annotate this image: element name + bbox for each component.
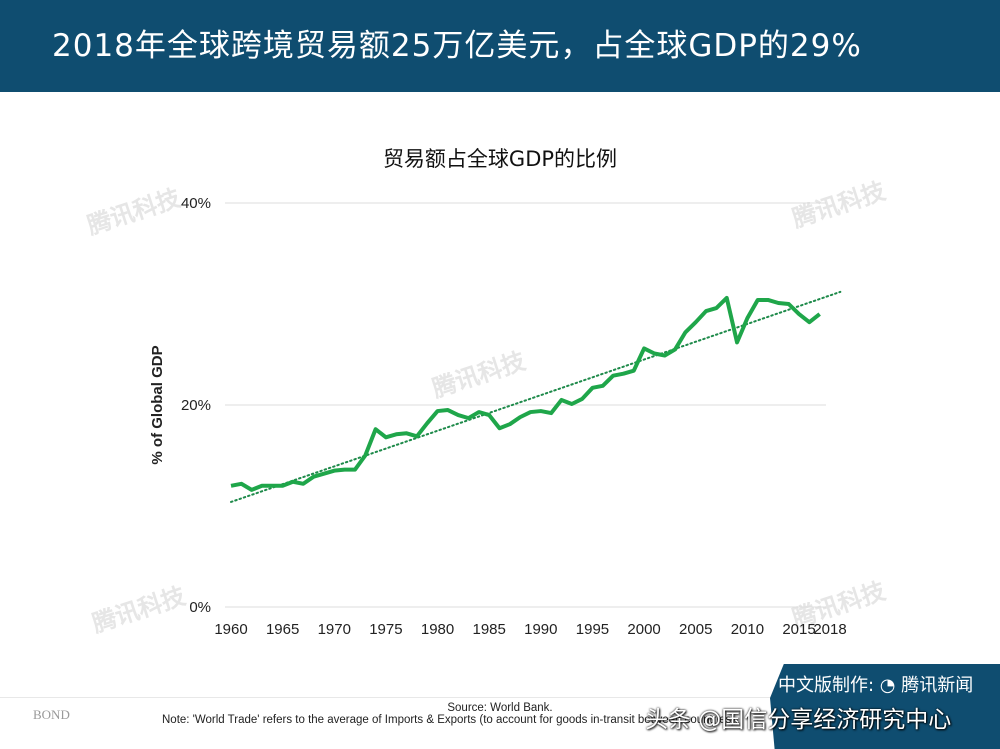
- x-tick-label: 1980: [421, 621, 454, 638]
- x-tick-label: 1975: [369, 621, 402, 638]
- y-tick-label: 0%: [189, 599, 211, 616]
- note-text: Note: 'World Trade' refers to the averag…: [162, 714, 739, 726]
- bond-logo: BOND: [33, 707, 70, 722]
- credit-banner: [770, 664, 1000, 749]
- y-axis-label: % of Global GDP: [149, 345, 166, 464]
- x-tick-label: 2018: [813, 621, 846, 638]
- y-tick-label: 40%: [181, 195, 211, 212]
- x-tick-label: 1990: [524, 621, 557, 638]
- x-tick-label: 2005: [679, 621, 712, 638]
- x-tick-label: 1985: [473, 621, 506, 638]
- x-tick-label: 1970: [318, 621, 351, 638]
- credit-text: 中文版制作: ◔ 腾讯新闻: [778, 675, 974, 696]
- chart-title: 贸易额占全球GDP的比例: [382, 147, 618, 171]
- x-tick-label: 1960: [214, 621, 247, 638]
- divider: [0, 697, 770, 698]
- x-tick-label: 1965: [266, 621, 299, 638]
- x-tick-label: 2000: [627, 621, 660, 638]
- x-tick-label: 2015: [782, 621, 815, 638]
- y-tick-label: 20%: [181, 397, 211, 414]
- series-line: [230, 295, 821, 492]
- slide-title: 2018年全球跨境贸易额25万亿美元，占全球GDP的29%: [0, 0, 1000, 92]
- x-tick-label: 1995: [576, 621, 609, 638]
- x-tick-label: 2010: [731, 621, 764, 638]
- account-watermark: 头条 @国信分享经济研究中心: [645, 707, 952, 733]
- trend-line: [230, 290, 842, 503]
- source-text: Source: World Bank.: [447, 702, 553, 714]
